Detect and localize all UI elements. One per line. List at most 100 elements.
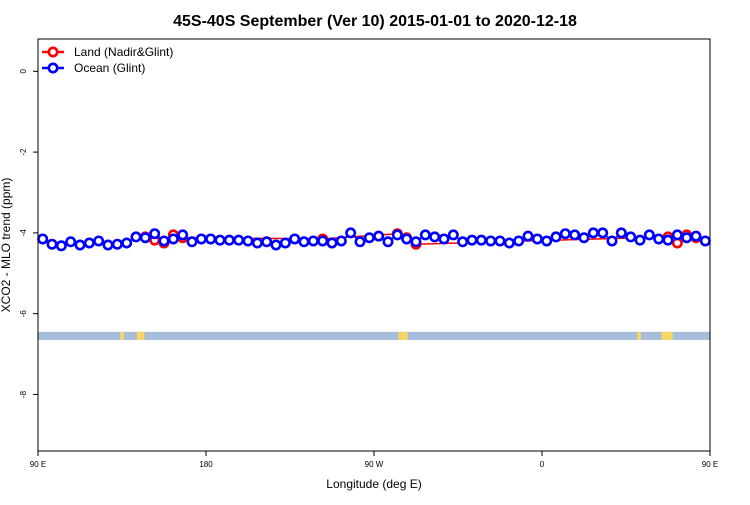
data-point — [615, 227, 627, 239]
data-point — [699, 235, 711, 247]
data-point — [46, 238, 58, 250]
data-point — [569, 229, 581, 241]
legend-entry: Ocean (Glint) — [42, 61, 145, 75]
data-point — [55, 240, 67, 252]
data-point — [167, 233, 179, 245]
data-point — [662, 234, 674, 246]
data-point — [653, 233, 665, 245]
data-point — [102, 239, 114, 251]
data-point — [149, 228, 161, 240]
data-point — [541, 235, 553, 247]
y-tick-label: 0 — [19, 69, 28, 74]
data-point — [139, 232, 151, 244]
data-point — [37, 233, 49, 245]
data-point — [429, 231, 441, 243]
data-point — [531, 233, 543, 245]
data-point — [121, 237, 133, 249]
data-point — [438, 233, 450, 245]
data-point — [559, 228, 571, 240]
data-point — [522, 230, 534, 242]
y-tick-label: -8 — [19, 390, 28, 398]
y-tick-label: -6 — [19, 310, 28, 318]
chart-title: 45S-40S September (Ver 10) 2015-01-01 to… — [173, 13, 577, 30]
data-point — [177, 229, 189, 241]
y-tick-label: -2 — [19, 148, 28, 156]
axes: 90 E 180 90 W 0 90 E 0 -2 -4 -6 -8 — [19, 38, 718, 469]
data-point — [503, 237, 515, 249]
data-point — [242, 235, 254, 247]
data-point — [214, 234, 226, 246]
data-point — [457, 236, 469, 248]
data-point — [205, 233, 217, 245]
data-point — [401, 233, 413, 245]
data-point — [261, 236, 273, 248]
data-point — [279, 237, 291, 249]
data-point — [111, 238, 123, 250]
data-point — [186, 236, 198, 248]
legend-entry: Land (Nadir&Glint) — [42, 45, 173, 59]
data-point — [587, 227, 599, 239]
data-point — [307, 235, 319, 247]
data-point — [494, 235, 506, 247]
legend-label: Ocean (Glint) — [74, 61, 145, 75]
series-ocean — [37, 227, 711, 252]
land-mask-segment — [661, 331, 673, 340]
data-point — [550, 231, 562, 243]
data-point — [597, 227, 609, 239]
data-point — [681, 232, 693, 244]
data-point — [223, 234, 235, 246]
data-point — [410, 236, 422, 248]
data-point — [335, 235, 347, 247]
land-mask-segment — [637, 331, 641, 340]
plot-area — [37, 227, 711, 340]
data-point — [195, 233, 207, 245]
legend: Land (Nadir&Glint) Ocean (Glint) — [42, 45, 173, 75]
data-point — [606, 235, 618, 247]
land-mask-segment — [398, 331, 408, 340]
x-tick-label: 0 — [540, 460, 545, 469]
data-point — [233, 234, 245, 246]
legend-swatch-marker — [47, 46, 59, 58]
data-point — [130, 231, 142, 243]
data-point — [363, 232, 375, 244]
data-point — [251, 237, 263, 249]
data-point — [354, 236, 366, 248]
data-point — [578, 232, 590, 244]
data-point — [513, 235, 525, 247]
legend-label: Land (Nadir&Glint) — [74, 45, 173, 59]
data-point — [690, 230, 702, 242]
data-point — [83, 237, 95, 249]
ocean-mask-band — [38, 331, 710, 340]
data-point — [74, 239, 86, 251]
legend-swatch-marker — [47, 62, 59, 74]
x-tick-label: 180 — [199, 460, 213, 469]
land-mask-segment — [136, 331, 145, 340]
data-point — [158, 235, 170, 247]
data-point — [289, 233, 301, 245]
x-tick-label: 90 E — [30, 460, 46, 469]
data-point — [373, 230, 385, 242]
data-point — [475, 234, 487, 246]
data-point — [345, 227, 357, 239]
data-point — [485, 235, 497, 247]
data-point — [625, 231, 637, 243]
data-point — [671, 229, 683, 241]
data-point — [419, 229, 431, 241]
data-point — [466, 234, 478, 246]
data-point — [643, 229, 655, 241]
x-tick-label: 90 E — [702, 460, 718, 469]
data-point — [93, 235, 105, 247]
data-point — [65, 236, 77, 248]
data-point — [326, 237, 338, 249]
y-axis-label: XCO2 - MLO trend (ppm) — [0, 178, 13, 313]
x-axis-label: Longitude (deg E) — [326, 477, 421, 491]
x-tick-label: 90 W — [365, 460, 384, 469]
land-mask-segment — [120, 331, 124, 340]
data-point — [447, 229, 459, 241]
data-point — [634, 234, 646, 246]
data-point — [317, 235, 329, 247]
data-point — [298, 236, 310, 248]
data-point — [391, 229, 403, 241]
